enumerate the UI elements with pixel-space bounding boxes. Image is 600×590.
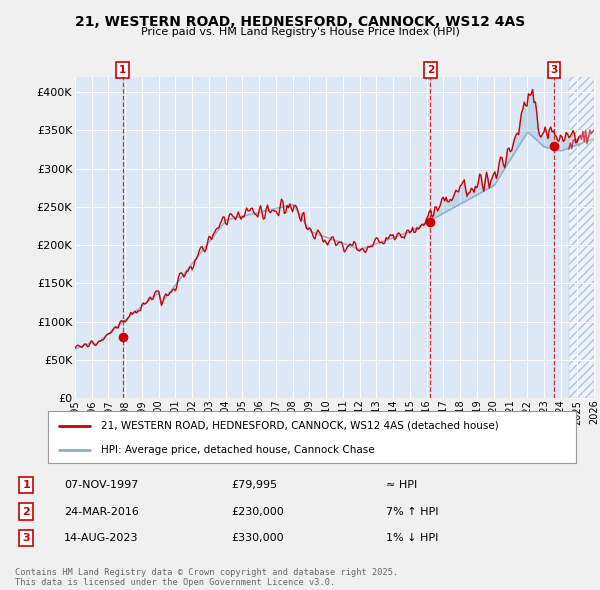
Text: 1: 1 <box>119 65 127 75</box>
Text: 2: 2 <box>23 507 30 516</box>
Text: 2: 2 <box>427 65 434 75</box>
Text: 14-AUG-2023: 14-AUG-2023 <box>64 533 139 543</box>
Text: £230,000: £230,000 <box>231 507 284 516</box>
Text: Price paid vs. HM Land Registry's House Price Index (HPI): Price paid vs. HM Land Registry's House … <box>140 27 460 37</box>
Text: 3: 3 <box>23 533 30 543</box>
Text: 24-MAR-2016: 24-MAR-2016 <box>64 507 139 516</box>
Text: ≈ HPI: ≈ HPI <box>386 480 418 490</box>
Text: 21, WESTERN ROAD, HEDNESFORD, CANNOCK, WS12 4AS: 21, WESTERN ROAD, HEDNESFORD, CANNOCK, W… <box>75 15 525 29</box>
Text: 3: 3 <box>551 65 558 75</box>
Text: Contains HM Land Registry data © Crown copyright and database right 2025.
This d: Contains HM Land Registry data © Crown c… <box>15 568 398 587</box>
Text: 07-NOV-1997: 07-NOV-1997 <box>64 480 138 490</box>
Text: 1: 1 <box>23 480 30 490</box>
Text: 21, WESTERN ROAD, HEDNESFORD, CANNOCK, WS12 4AS (detached house): 21, WESTERN ROAD, HEDNESFORD, CANNOCK, W… <box>101 421 499 431</box>
Text: £79,995: £79,995 <box>231 480 277 490</box>
Text: £330,000: £330,000 <box>231 533 284 543</box>
Text: HPI: Average price, detached house, Cannock Chase: HPI: Average price, detached house, Cann… <box>101 445 374 455</box>
Text: 1% ↓ HPI: 1% ↓ HPI <box>386 533 439 543</box>
Text: 7% ↑ HPI: 7% ↑ HPI <box>386 507 439 516</box>
